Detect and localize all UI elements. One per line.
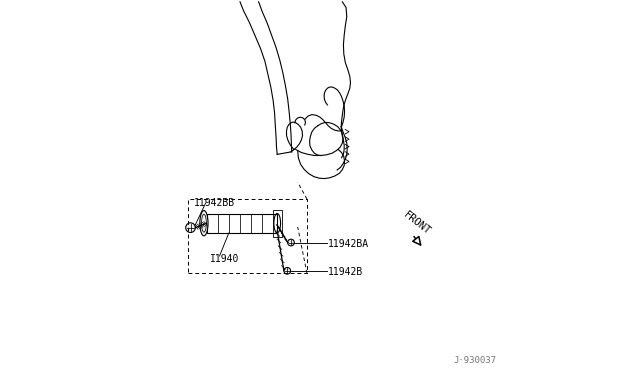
Text: 11942B: 11942B	[328, 267, 363, 277]
Text: FRONT: FRONT	[402, 210, 433, 237]
Bar	[207, 214, 277, 233]
Text: 11942BB: 11942BB	[193, 198, 235, 208]
Circle shape	[287, 239, 294, 246]
Circle shape	[186, 223, 195, 232]
Text: 11942BA: 11942BA	[328, 239, 369, 248]
Bar	[273, 210, 282, 237]
Circle shape	[284, 267, 291, 274]
Text: I1940: I1940	[211, 254, 239, 263]
Text: J·930037: J·930037	[454, 356, 497, 365]
Ellipse shape	[200, 211, 208, 236]
